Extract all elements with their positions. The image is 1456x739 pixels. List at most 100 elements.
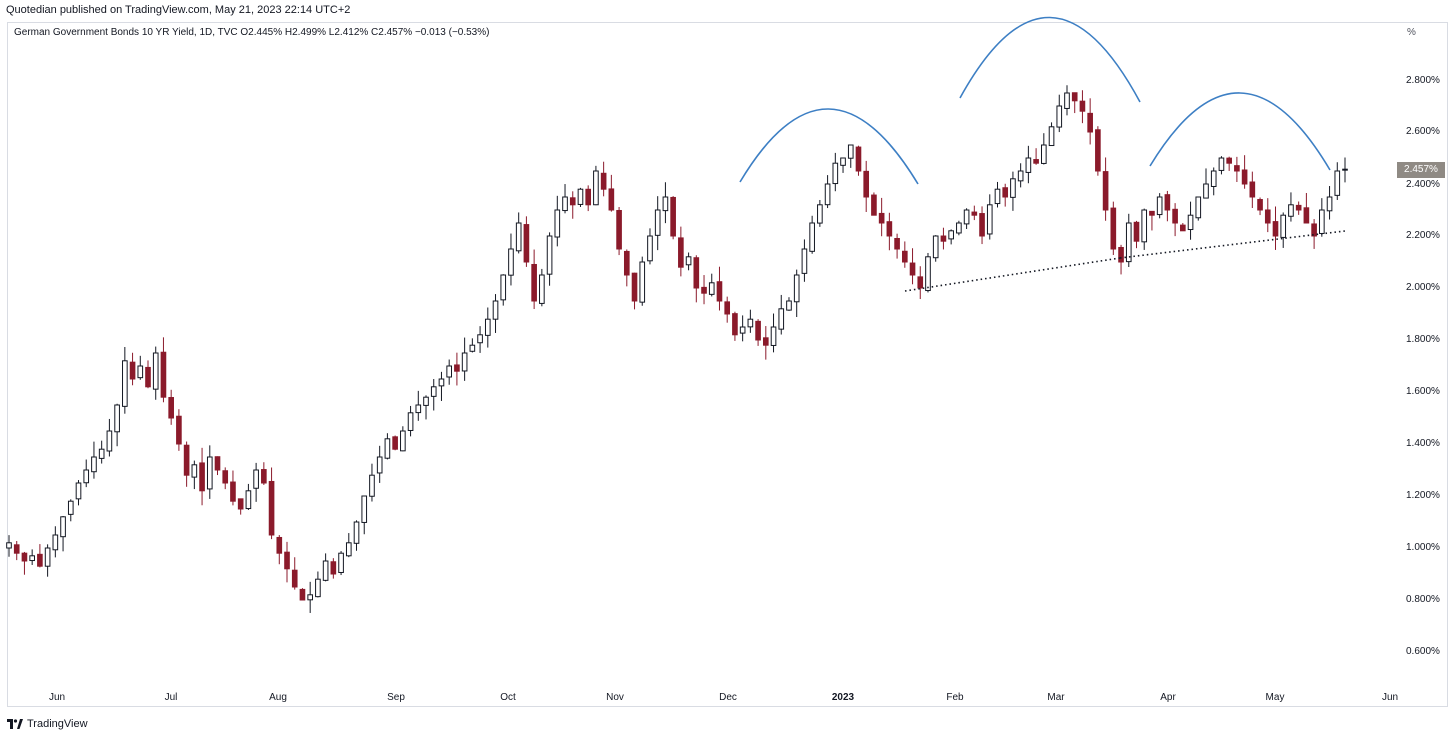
candle-body xyxy=(562,196,568,212)
candle-body xyxy=(284,551,290,570)
candle-body xyxy=(338,552,344,573)
candle-body xyxy=(222,470,229,484)
candle-body xyxy=(1048,126,1055,147)
candle-body xyxy=(925,256,931,292)
neckline-dotted-right xyxy=(1119,230,1346,259)
candle-body xyxy=(762,337,769,346)
x-tick-label: Dec xyxy=(719,692,737,703)
head-arc xyxy=(959,16,1141,103)
neckline-dotted-left xyxy=(904,257,1121,292)
candle-body xyxy=(291,569,298,588)
candle-body xyxy=(60,516,66,538)
candle-body xyxy=(299,588,306,601)
candle-body xyxy=(909,262,916,276)
candle-body xyxy=(1056,105,1063,128)
candle-body xyxy=(83,469,90,484)
candle-body xyxy=(1149,210,1155,216)
x-tick-label: Sep xyxy=(387,692,405,703)
candle-body xyxy=(276,536,283,554)
candle-body xyxy=(1210,170,1217,187)
candle-body xyxy=(1218,157,1225,171)
candle-body xyxy=(1033,159,1039,164)
candle-body xyxy=(515,222,522,252)
candle-body xyxy=(13,544,20,554)
candle-body xyxy=(1195,196,1202,219)
x-tick-label: Jun xyxy=(1381,692,1399,703)
candle-body xyxy=(1249,181,1256,198)
candle-body xyxy=(732,313,738,336)
candle-body xyxy=(847,144,854,159)
candle-body xyxy=(1241,169,1248,185)
candle-body xyxy=(37,553,43,567)
candle-body xyxy=(91,456,97,473)
candle-body xyxy=(268,480,275,536)
candle-body xyxy=(1257,199,1263,211)
candle-body xyxy=(948,230,954,240)
candle-body xyxy=(1010,178,1016,198)
candle-body xyxy=(886,221,893,237)
candle-body xyxy=(376,456,383,474)
candle-body xyxy=(1272,221,1279,237)
last-price-badge: 2.457% xyxy=(1397,162,1445,178)
candle-body xyxy=(183,444,190,476)
candle-body xyxy=(678,237,684,268)
candle-body xyxy=(1334,170,1341,196)
y-tick-label: 1.600% xyxy=(1406,386,1440,397)
candle-body xyxy=(546,235,553,275)
x-tick-label-year: 2023 xyxy=(831,692,855,703)
candle-body xyxy=(1280,214,1287,238)
candle-body xyxy=(369,474,375,497)
candle-body xyxy=(623,250,630,276)
candle-body xyxy=(361,495,368,523)
candle-body xyxy=(1295,204,1302,211)
candle-body xyxy=(1118,246,1124,263)
x-tick-label: Jul xyxy=(164,692,178,703)
candle-body xyxy=(932,235,939,259)
candle-body xyxy=(739,326,746,334)
candle-body xyxy=(539,274,545,304)
candle-body xyxy=(1064,92,1070,109)
candle-body xyxy=(1288,204,1294,217)
candle-body xyxy=(114,404,120,433)
candle-body xyxy=(878,212,885,224)
candle-body xyxy=(353,521,360,544)
candle-body xyxy=(477,334,483,344)
candle-body xyxy=(307,594,313,601)
candle-body xyxy=(817,204,823,224)
candle-body xyxy=(415,404,422,414)
candle-body xyxy=(67,500,74,515)
candle-body xyxy=(963,209,970,225)
shoulder-arc-left xyxy=(739,108,919,185)
x-tick-label: Jun xyxy=(48,692,66,703)
candle-body xyxy=(1234,165,1240,172)
candle-body xyxy=(500,274,507,301)
candle-body xyxy=(129,361,136,380)
candle-body xyxy=(400,430,406,452)
candle-body xyxy=(1203,183,1209,199)
candle-body xyxy=(569,197,576,206)
candle-body xyxy=(106,430,113,452)
y-tick-label: 2.800% xyxy=(1406,75,1440,86)
candle-body xyxy=(1319,209,1325,234)
candle-body xyxy=(871,194,877,216)
candle-body xyxy=(662,196,669,212)
candle-body xyxy=(206,456,213,490)
tradingview-footer[interactable]: TradingView xyxy=(7,718,88,730)
candle-body xyxy=(670,196,676,237)
candle-body xyxy=(523,224,530,263)
candle-body xyxy=(98,448,105,459)
candle-body xyxy=(940,235,947,242)
candle-body xyxy=(214,456,221,471)
candle-body xyxy=(994,188,1001,205)
candle-body xyxy=(168,397,174,419)
candle-body xyxy=(122,360,128,407)
candle-body xyxy=(1342,168,1348,171)
candle-body xyxy=(29,555,35,562)
chart-frame xyxy=(7,22,1448,707)
x-tick-label: Nov xyxy=(606,692,624,703)
candle-body xyxy=(1156,196,1163,216)
candle-body xyxy=(1017,170,1024,182)
candle-body xyxy=(647,235,653,262)
x-tick-label: May xyxy=(1265,692,1285,703)
